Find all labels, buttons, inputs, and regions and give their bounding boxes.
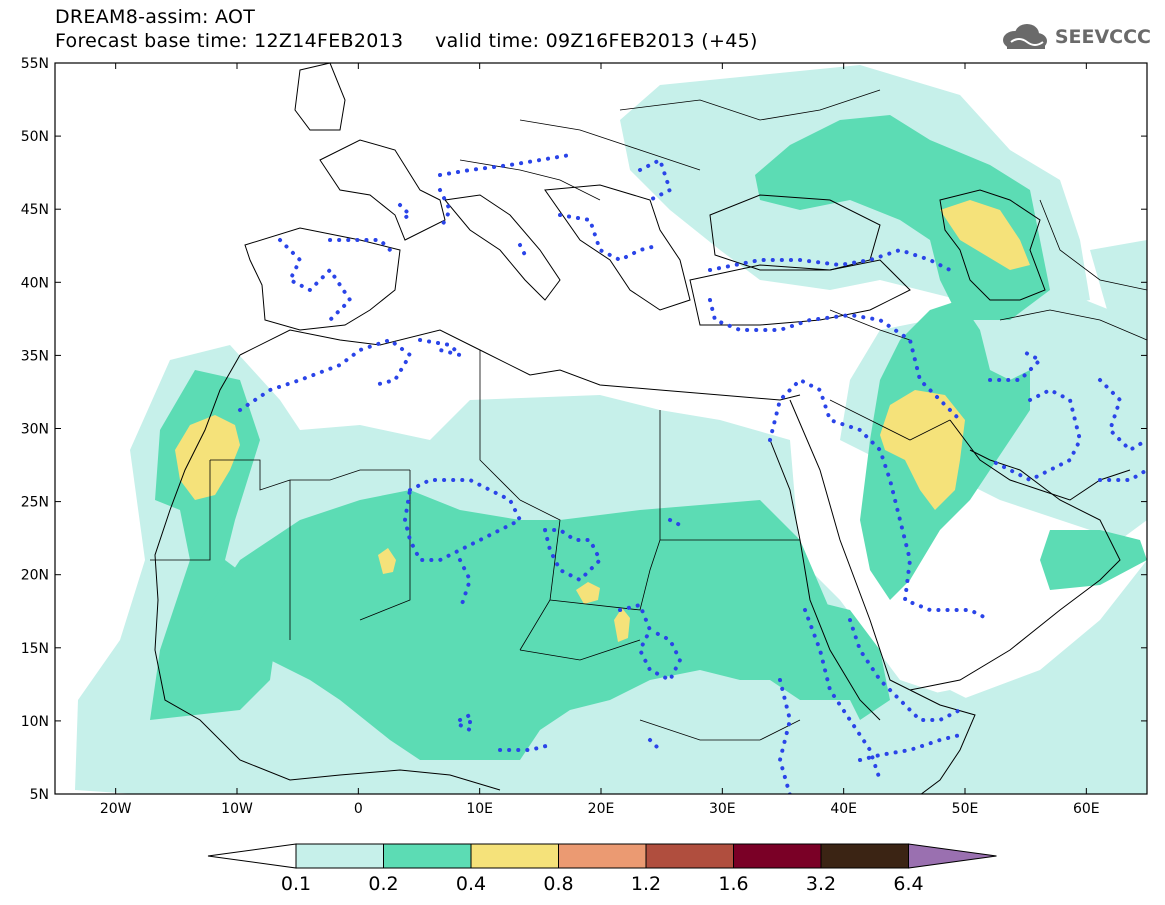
lat-tick-label: 40N bbox=[21, 275, 49, 291]
latitude-axis: 55N 50N 45N 40N 35N 30N 25N 20N 15N 10N 5N bbox=[21, 56, 1147, 803]
colorbar-segment bbox=[820, 843, 909, 869]
lon-tick-label: 30E bbox=[709, 801, 736, 817]
colorbar-level-label: 1.6 bbox=[718, 873, 748, 895]
colorbar-segment bbox=[383, 843, 472, 869]
colorbar-segment bbox=[295, 843, 384, 869]
map-panel bbox=[55, 63, 1147, 794]
colorbar-level-label: 0.1 bbox=[281, 873, 311, 895]
aot-shade-morocco bbox=[175, 415, 240, 500]
colorbar-level-label: 1.2 bbox=[631, 873, 661, 895]
lon-tick-label: 10W bbox=[221, 801, 253, 817]
colorbar-level-label: 0.4 bbox=[456, 873, 486, 895]
colorbar: 0.1 0.2 0.4 0.8 1.2 1.6 3.2 6.4 bbox=[207, 843, 997, 895]
lon-tick-label: 20E bbox=[588, 801, 615, 817]
lat-tick-label: 50N bbox=[21, 129, 49, 145]
lon-tick-label: 0 bbox=[354, 801, 363, 817]
lon-tick-label: 50E bbox=[952, 801, 979, 817]
lat-tick-label: 5N bbox=[30, 787, 49, 803]
aot-shade-chad-spot bbox=[614, 608, 630, 642]
lat-tick-label: 55N bbox=[21, 56, 49, 72]
lat-tick-label: 15N bbox=[21, 641, 49, 657]
logo-text: SEEVCCC bbox=[1054, 26, 1151, 48]
colorbar-segment bbox=[470, 843, 559, 869]
aot-shade-0.4 bbox=[175, 200, 1030, 642]
cloud-icon bbox=[1002, 24, 1047, 49]
forecast-time-line: Forecast base time: 12Z14FEB2013 valid t… bbox=[55, 30, 758, 52]
lat-tick-label: 20N bbox=[21, 568, 49, 584]
aot-shade-red-sea bbox=[810, 600, 890, 720]
west-africa-coast bbox=[154, 354, 501, 791]
arabia-coast bbox=[909, 449, 1121, 691]
colorbar-segment bbox=[645, 843, 734, 869]
colorbar-segment bbox=[558, 843, 647, 869]
lon-tick-label: 20W bbox=[100, 801, 132, 817]
balkans-greece bbox=[544, 184, 691, 311]
aot-shade-libya-spot bbox=[576, 582, 600, 604]
aot-shade-iraq bbox=[880, 390, 965, 510]
uk-coast bbox=[294, 63, 346, 131]
coastlines bbox=[154, 63, 1131, 794]
longitude-axis: 20W 10W 0 10E 20E 30E 40E 50E 60E bbox=[100, 63, 1100, 817]
lon-tick-label: 40E bbox=[830, 801, 857, 817]
aot-shade-sahel-band bbox=[180, 490, 860, 760]
colorbar-level-label: 3.2 bbox=[806, 873, 836, 895]
france-coast bbox=[319, 139, 446, 241]
italy-coast bbox=[444, 194, 561, 301]
aot-shade-oman bbox=[1040, 530, 1147, 590]
colorbar-level-label: 0.2 bbox=[368, 873, 398, 895]
lon-tick-label: 10E bbox=[466, 801, 493, 817]
lat-tick-label: 25N bbox=[21, 495, 49, 511]
colorbar-segment bbox=[733, 843, 822, 869]
lat-tick-label: 10N bbox=[21, 714, 49, 730]
lat-tick-label: 35N bbox=[21, 348, 49, 364]
aot-shade-caucasus bbox=[940, 200, 1030, 270]
dotted-contours bbox=[238, 153, 1147, 794]
aot-shade-niger-spot bbox=[378, 548, 396, 574]
lat-tick-label: 45N bbox=[21, 202, 49, 218]
caspian-sea bbox=[939, 189, 1046, 301]
lat-tick-label: 30N bbox=[21, 422, 49, 438]
chart-title: DREAM8-assim: AOT bbox=[55, 6, 256, 28]
lon-tick-label: 60E bbox=[1073, 801, 1100, 817]
north-africa-coast bbox=[239, 329, 801, 401]
aot-shade-ukraine bbox=[755, 115, 1050, 320]
red-sea-coast-west bbox=[769, 439, 881, 721]
red-sea-coast-east bbox=[789, 399, 911, 691]
colorbar-level-label: 0.8 bbox=[543, 873, 573, 895]
seevccc-logo: SEEVCCC bbox=[997, 22, 1151, 52]
iberia-coast bbox=[244, 227, 401, 331]
colorbar-over-triangle bbox=[908, 843, 997, 869]
horn-africa-coast bbox=[909, 689, 976, 794]
aot-shade-caspian-east bbox=[1090, 240, 1147, 330]
colorbar-under-triangle bbox=[207, 843, 297, 869]
colorbar-level-label: 6.4 bbox=[893, 873, 923, 895]
black-sea bbox=[709, 194, 881, 271]
